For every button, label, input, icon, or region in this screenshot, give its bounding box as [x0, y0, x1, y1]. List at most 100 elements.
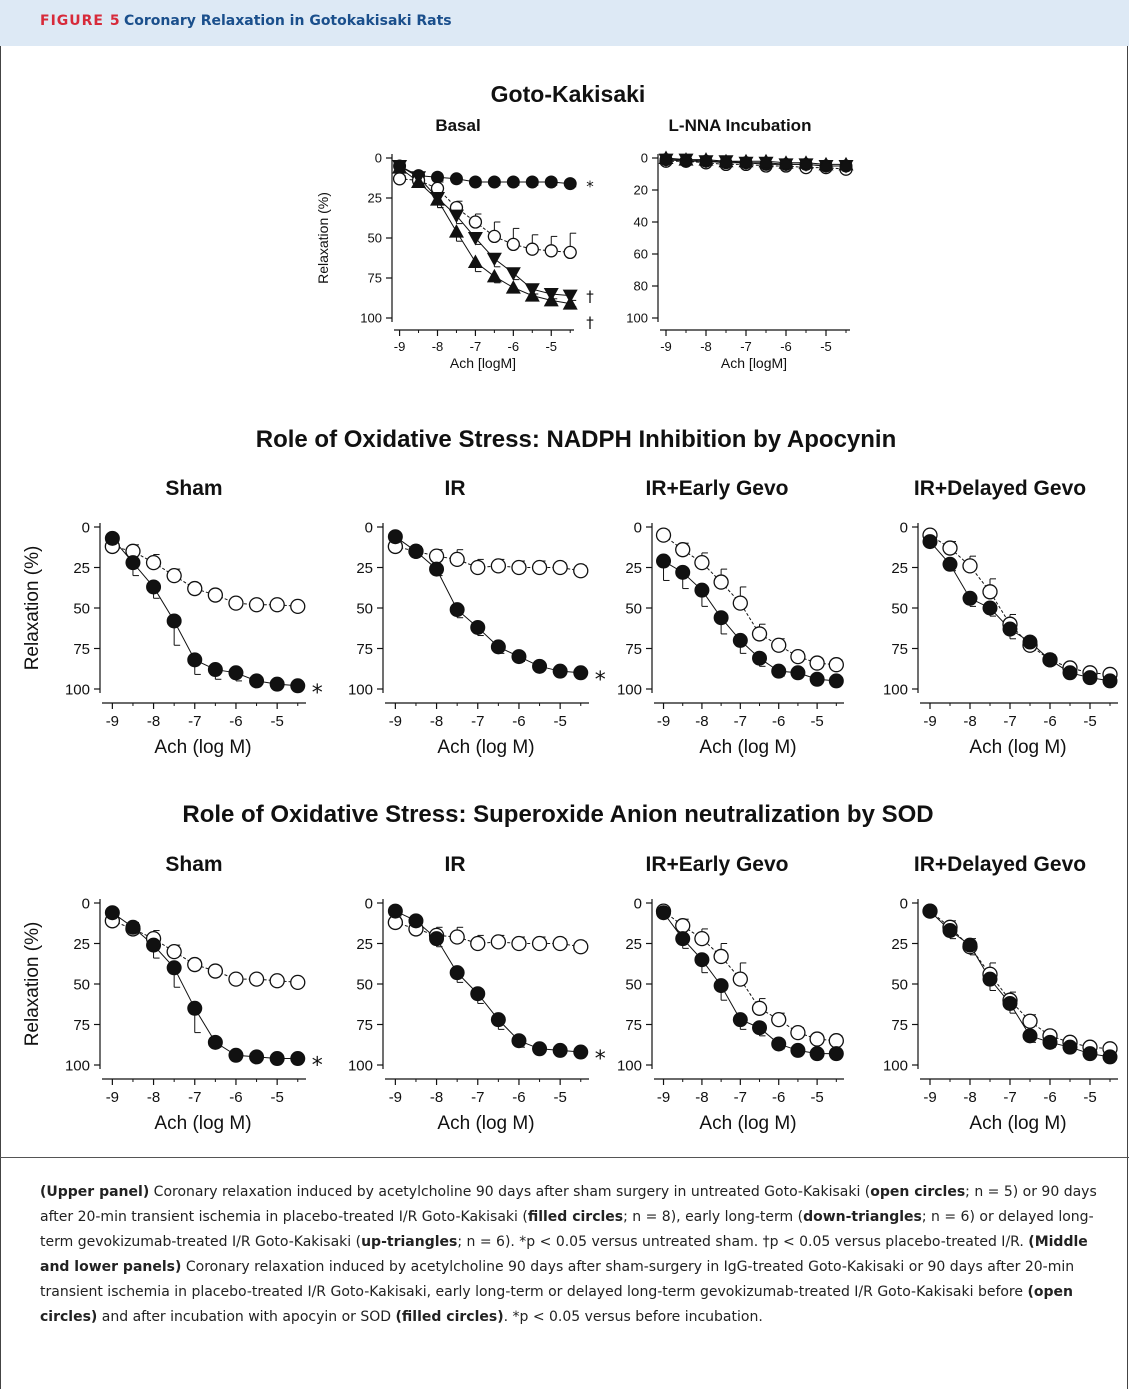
x-tick-label: -6: [512, 713, 525, 730]
caption-bold: down-triangles: [803, 1209, 922, 1225]
x-tick-label: -8: [147, 1089, 160, 1106]
data-point-filled-circle: [146, 579, 162, 595]
data-point-up-triangle: [718, 153, 734, 168]
y-tick-label: 25: [356, 936, 373, 953]
data-point-open-circle: [751, 1000, 768, 1016]
series-line: [399, 165, 571, 297]
data-point-up-triangle: [392, 160, 408, 174]
y-tick-label: 75: [356, 641, 373, 658]
data-point-filled-circle: [269, 676, 285, 692]
y-axis-label: Relaxation (%): [22, 546, 43, 671]
data-point-filled-circle: [752, 1020, 768, 1036]
chart-panel-apo-ir: IR 0 25 50 75 100 -9 -8 -7 -6 -5 Ach (log M) *: [348, 477, 606, 758]
y-tick-label: 75: [625, 641, 642, 658]
data-point-open-circle: [290, 598, 306, 615]
y-tick-label: 25: [368, 191, 382, 206]
data-point-open-circle: [563, 245, 577, 260]
data-point-filled-circle: [771, 663, 787, 679]
series-line: [929, 534, 1111, 675]
series-line: [929, 910, 1111, 1058]
y-tick-label: 0: [82, 895, 90, 912]
data-point-open-circle: [771, 1011, 787, 1028]
data-point-open-circle: [942, 540, 958, 556]
y-tick-label: 25: [73, 936, 90, 953]
series-line: [395, 910, 581, 1053]
data-point-up-triangle: [562, 296, 578, 310]
series-line: [663, 912, 837, 1055]
data-point-open-circle: [573, 939, 589, 955]
x-axis-label: Ach (log M): [969, 737, 1066, 758]
data-point-filled-circle: [468, 175, 482, 189]
x-axis-label: Ach (log M): [699, 737, 796, 758]
y-tick-label: 100: [65, 1057, 90, 1074]
x-tick-label: -5: [1083, 713, 1096, 730]
data-point-up-triangle: [430, 192, 445, 206]
x-axis-label: Ach (log M): [437, 1113, 534, 1134]
y-tick-label: 0: [375, 151, 382, 166]
data-point-filled-circle: [942, 923, 958, 939]
x-tick-label: -9: [106, 1089, 119, 1106]
data-point-filled-circle: [809, 1046, 825, 1062]
data-point-filled-circle: [922, 534, 938, 550]
chart-title: IR+Delayed Gevo: [914, 853, 1086, 876]
data-point-open-circle: [573, 563, 589, 579]
data-point-filled-circle: [269, 1051, 285, 1067]
chart-panel-sod-delayed: IR+Delayed Gevo 0 25 50 75 100 -9 -8 -7 -6 -5 Ach (…: [883, 853, 1118, 1134]
series-line: [395, 545, 581, 572]
y-tick-label: 75: [73, 1017, 90, 1034]
data-point-down-triangle: [505, 267, 521, 281]
section-title-apocynin: Role of Oxidative Stress: NADPH Inhibiti…: [256, 426, 897, 453]
x-tick-label: -7: [188, 1089, 201, 1106]
y-tick-label: 25: [625, 560, 642, 577]
data-point-filled-circle: [771, 1036, 787, 1052]
data-point-filled-circle: [207, 1034, 223, 1050]
x-tick-label: -8: [963, 713, 976, 730]
y-tick-label: 100: [348, 1057, 373, 1074]
data-point-filled-circle: [1042, 1034, 1058, 1050]
data-point-filled-circle: [228, 1047, 244, 1063]
y-tick-label: 50: [356, 976, 373, 993]
data-point-filled-circle: [809, 671, 825, 687]
data-point-open-circle: [269, 973, 285, 989]
chart-panel-top-basal: Basal 0 25 50 75 100 -9 -8 -7 -6 -5 Ach [logM] Relax…: [315, 116, 594, 371]
y-tick-label: 0: [900, 895, 908, 912]
data-point-up-triangle: [505, 280, 521, 294]
data-point-up-triangle: [486, 268, 502, 283]
data-point-open-circle: [713, 948, 729, 965]
chart-title: Sham: [165, 477, 222, 500]
data-point-open-circle: [269, 597, 285, 613]
x-tick-label: -6: [508, 339, 520, 354]
data-point-filled-circle: [828, 1046, 844, 1062]
data-point-filled-circle: [387, 529, 403, 545]
data-point-filled-circle: [532, 658, 548, 674]
data-point-open-circle: [694, 554, 710, 571]
y-tick-label: 50: [73, 600, 90, 617]
data-point-down-triangle: [448, 209, 464, 224]
y-tick-label: 25: [73, 560, 90, 577]
series-line: [112, 912, 298, 1060]
caption-bold: (filled circles): [395, 1309, 504, 1325]
series-line: [666, 160, 847, 170]
data-point-filled-circle: [487, 175, 501, 189]
data-point-filled-circle: [1022, 634, 1038, 650]
data-point-open-circle: [228, 971, 244, 987]
y-tick-label: 100: [626, 311, 648, 326]
x-tick-label: -6: [772, 1089, 785, 1106]
series-line: [665, 157, 846, 165]
x-tick-label: -7: [471, 713, 484, 730]
data-point-filled-circle: [942, 556, 958, 572]
data-point-open-circle: [552, 559, 568, 576]
figure-frame: [0, 46, 1128, 1389]
data-point-filled-circle: [675, 931, 691, 947]
x-tick-label: -7: [734, 713, 747, 730]
caption-text: ; n = 8), early long-term (: [623, 1209, 804, 1225]
significance-annotation: †: [586, 314, 594, 332]
data-point-filled-circle: [732, 632, 748, 648]
series-line: [663, 910, 837, 1042]
data-point-filled-circle: [1022, 1028, 1038, 1044]
data-point-open-circle: [228, 595, 244, 611]
y-tick-label: 0: [365, 895, 373, 912]
x-tick-label: -9: [923, 713, 936, 730]
chart-panel-top-lnna: L-NNA Incubation 0 20 40 60 80 100 -9 -8 -7 -6 -5 Ac…: [626, 116, 854, 371]
x-tick-label: -6: [780, 339, 792, 354]
